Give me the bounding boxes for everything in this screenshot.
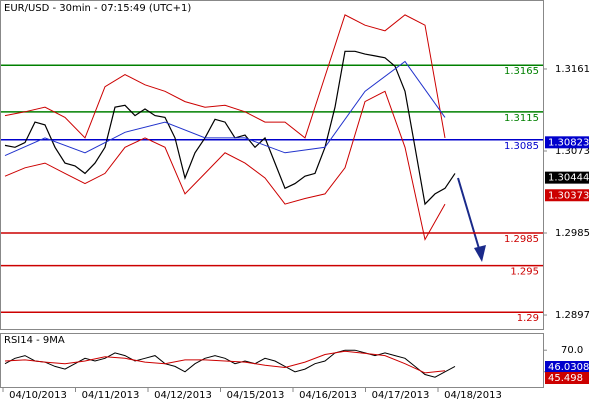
- y-tick-label: 1.2985: [555, 228, 590, 239]
- date-label: 04/15/2013: [227, 390, 285, 400]
- price-line: [4, 50, 456, 206]
- indicator-line: [4, 90, 446, 241]
- arrow: [457, 177, 486, 262]
- date-label: 04/11/2013: [82, 390, 140, 400]
- price-label: 1.30444: [548, 173, 589, 184]
- level-label: 1.3165: [504, 66, 539, 77]
- rsi-value-label: 46.0308: [548, 362, 589, 373]
- arrow-line: [457, 177, 481, 253]
- date-label: 04/17/2013: [372, 390, 430, 400]
- rsi-value-box: [545, 361, 589, 373]
- indicator-line: [4, 60, 446, 157]
- date-label: 04/16/2013: [299, 390, 357, 400]
- date-label: 04/12/2013: [154, 390, 212, 400]
- date-label: 04/18/2013: [444, 390, 502, 400]
- price-box: [545, 171, 589, 184]
- price-box: [545, 136, 589, 149]
- y-tick-label: 1.2897: [555, 310, 590, 321]
- rsi-line: [4, 350, 446, 374]
- price-label: 1.30373: [548, 190, 589, 201]
- indicator-line: [4, 14, 446, 139]
- level-label: 1.3085: [504, 141, 539, 152]
- rsi-title: RSI14 - 9MA: [4, 335, 65, 346]
- level-label: 1.29: [517, 313, 539, 324]
- y-tick-label: 1.3161: [555, 64, 590, 75]
- y-tick-label: 1.3073: [555, 146, 590, 157]
- level-label: 1.3115: [504, 113, 539, 124]
- level-label: 1.295: [510, 267, 539, 278]
- main-frame: [0, 0, 544, 330]
- chart-title: EUR/USD - 30min - 07:15:49 (UTC+1): [4, 3, 191, 14]
- level-label: 1.2985: [504, 234, 539, 245]
- price-label: 1.30823: [548, 137, 589, 148]
- rsi-value-box: [545, 372, 589, 384]
- arrow-head: [474, 245, 486, 262]
- rsi-frame: [0, 333, 544, 388]
- date-label: 04/10/2013: [9, 390, 67, 400]
- rsi-value-label: 45.498: [548, 373, 583, 384]
- rsi-tick-label: 70.0: [561, 345, 583, 356]
- price-box: [545, 189, 589, 202]
